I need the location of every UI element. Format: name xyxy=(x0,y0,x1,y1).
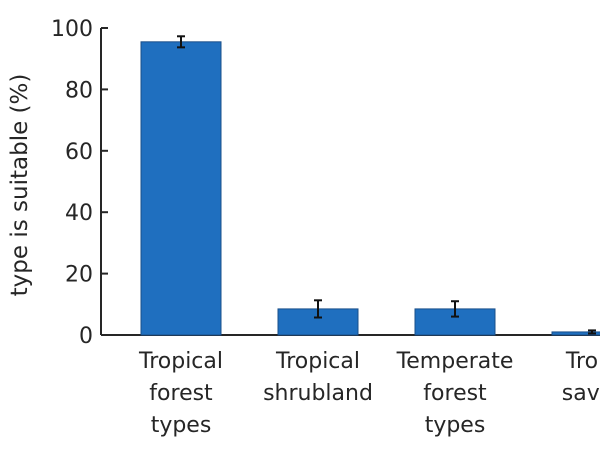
x-tick-label: Tropical forest types xyxy=(138,349,223,438)
y-tick-label: 60 xyxy=(65,140,93,165)
y-tick-label: 80 xyxy=(65,78,93,103)
x-tick-label: Tropisavar xyxy=(562,349,600,406)
x-tick-label: Tropical shrubland xyxy=(263,349,373,406)
error-bars xyxy=(177,35,596,335)
y-tick-label: 0 xyxy=(79,324,93,349)
y-axis-label: type is suitable (%) xyxy=(7,74,33,297)
y-tick-label: 20 xyxy=(65,263,93,288)
x-axis-labels: Tropical forest types Tropical shrubland Temp… xyxy=(138,349,600,438)
y-axis: 0 20 40 60 80 100 xyxy=(51,17,600,349)
bars xyxy=(140,41,600,336)
y-tick-label: 100 xyxy=(51,17,93,42)
bar xyxy=(140,41,222,336)
y-tick-label: 40 xyxy=(65,201,93,226)
x-tick-label: Temperate forest types xyxy=(396,349,514,438)
